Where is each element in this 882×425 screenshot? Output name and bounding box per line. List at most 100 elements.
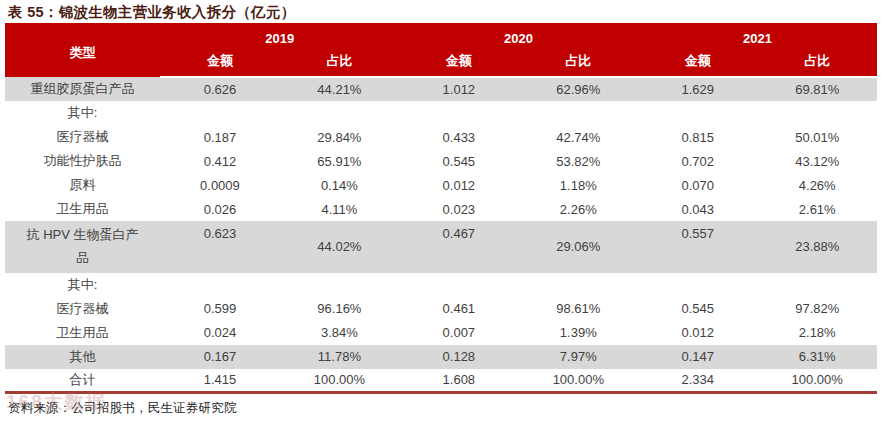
amount-cell: [160, 273, 279, 297]
row-label-cell: 医疗器械: [5, 297, 160, 321]
share-cell: [280, 273, 399, 297]
share-cell: 23.88%: [757, 221, 877, 273]
amount-cell: [399, 101, 518, 125]
row-label-cell: 其中:: [5, 273, 160, 297]
amount-cell: 1.629: [638, 77, 757, 101]
amount-cell: 0.007: [399, 321, 518, 345]
amount-cell: 0.545: [638, 297, 757, 321]
revenue-breakdown-table: 类型 2019 2020 2021 金额 占比 金额 占比 金额 占比 重组胶原…: [5, 23, 877, 394]
amount-cell: 0.147: [638, 345, 757, 369]
share-cell: 50.01%: [757, 125, 877, 149]
table-title: 表 55：锦波生物主营业务收入拆分（亿元）: [8, 3, 295, 22]
share-cell: [757, 273, 877, 297]
table-row: 抗 HPV 生物蛋白产品 0.623 44.02% 0.467 29.06% 0…: [5, 221, 877, 273]
amount-cell: 1.012: [399, 77, 518, 101]
amount-cell: [638, 273, 757, 297]
amount-header-2019: 金额: [160, 49, 279, 77]
amount-cell: [638, 101, 757, 125]
amount-cell: 1.415: [160, 369, 279, 393]
amount-cell: 0.545: [399, 149, 518, 173]
share-cell: 2.18%: [757, 321, 877, 345]
share-cell: 1.18%: [519, 173, 638, 197]
share-cell: 65.91%: [280, 149, 399, 173]
share-cell: 53.82%: [519, 149, 638, 173]
share-cell: [280, 101, 399, 125]
amount-cell: 0.461: [399, 297, 518, 321]
year-header-2021: 2021: [638, 23, 877, 49]
share-cell: 4.11%: [280, 197, 399, 221]
table-header: 类型 2019 2020 2021 金额 占比 金额 占比 金额 占比: [5, 23, 877, 77]
table-row: 功能性护肤品 0.412 65.91% 0.545 53.82% 0.702 4…: [5, 149, 877, 173]
share-cell: 69.81%: [757, 77, 877, 101]
amount-cell: 0.702: [638, 149, 757, 173]
share-cell: 6.31%: [757, 345, 877, 369]
table-row: 其中:: [5, 101, 877, 125]
share-cell: 29.84%: [280, 125, 399, 149]
share-cell: 0.14%: [280, 173, 399, 197]
amount-cell: 0.070: [638, 173, 757, 197]
amount-cell: 0.557: [638, 221, 757, 273]
table-row: 医疗器械 0.599 96.16% 0.461 98.61% 0.545 97.…: [5, 297, 877, 321]
amount-cell: 0.0009: [160, 173, 279, 197]
amount-cell: 0.815: [638, 125, 757, 149]
share-cell: 44.21%: [280, 77, 399, 101]
amount-cell: [399, 273, 518, 297]
share-cell: 7.97%: [519, 345, 638, 369]
table-row: 重组胶原蛋白产品 0.626 44.21% 1.012 62.96% 1.629…: [5, 77, 877, 101]
amount-cell: 0.433: [399, 125, 518, 149]
amount-cell: 0.187: [160, 125, 279, 149]
share-cell: 62.96%: [519, 77, 638, 101]
amount-cell: 1.608: [399, 369, 518, 393]
share-cell: 98.61%: [519, 297, 638, 321]
share-cell: [757, 101, 877, 125]
row-label-cell: 卫生用品: [5, 321, 160, 345]
share-cell: 2.26%: [519, 197, 638, 221]
row-label-cell: 其中:: [5, 101, 160, 125]
share-cell: 96.16%: [280, 297, 399, 321]
table-row: 其中:: [5, 273, 877, 297]
amount-cell: 0.412: [160, 149, 279, 173]
share-cell: [519, 273, 638, 297]
share-header-2019: 占比: [280, 49, 399, 77]
amount-cell: 0.012: [638, 321, 757, 345]
share-cell: 11.78%: [280, 345, 399, 369]
source-note: 资料来源：公司招股书，民生证券研究院: [8, 400, 237, 417]
share-cell: 42.74%: [519, 125, 638, 149]
share-cell: 100.00%: [519, 369, 638, 393]
share-cell: 44.02%: [280, 221, 399, 273]
share-cell: 97.82%: [757, 297, 877, 321]
amount-cell: 0.043: [638, 197, 757, 221]
share-cell: 1.39%: [519, 321, 638, 345]
row-label-cell: 功能性护肤品: [5, 149, 160, 173]
table-row: 其他 0.167 11.78% 0.128 7.97% 0.147 6.31%: [5, 345, 877, 369]
share-cell: 43.12%: [757, 149, 877, 173]
header-year-row: 类型 2019 2020 2021: [5, 23, 877, 49]
share-cell: 100.00%: [280, 369, 399, 393]
share-header-2020: 占比: [519, 49, 638, 77]
amount-cell: 0.467: [399, 221, 518, 273]
amount-cell: 0.599: [160, 297, 279, 321]
amount-header-2021: 金额: [638, 49, 757, 77]
amount-header-2020: 金额: [399, 49, 518, 77]
share-cell: [519, 101, 638, 125]
share-cell: 4.26%: [757, 173, 877, 197]
year-header-2019: 2019: [160, 23, 399, 49]
amount-cell: 0.023: [399, 197, 518, 221]
amount-cell: 0.167: [160, 345, 279, 369]
amount-cell: 2.334: [638, 369, 757, 393]
type-column-header: 类型: [5, 23, 160, 77]
table-row: 卫生用品 0.026 4.11% 0.023 2.26% 0.043 2.61%: [5, 197, 877, 221]
amount-cell: 0.024: [160, 321, 279, 345]
amount-cell: 0.012: [399, 173, 518, 197]
share-header-2021: 占比: [757, 49, 877, 77]
row-label-cell: 原料: [5, 173, 160, 197]
row-label-cell: 医疗器械: [5, 125, 160, 149]
share-cell: 29.06%: [519, 221, 638, 273]
row-label-cell: 重组胶原蛋白产品: [5, 77, 160, 101]
share-cell: 100.00%: [757, 369, 877, 393]
report-table-page: 表 55：锦波生物主营业务收入拆分（亿元） 类型 2019 2020 2021 …: [0, 0, 882, 425]
amount-cell: 0.623: [160, 221, 279, 273]
row-label-cell: 卫生用品: [5, 197, 160, 221]
table-row-total: 合计 1.415 100.00% 1.608 100.00% 2.334 100…: [5, 369, 877, 393]
amount-cell: 0.626: [160, 77, 279, 101]
